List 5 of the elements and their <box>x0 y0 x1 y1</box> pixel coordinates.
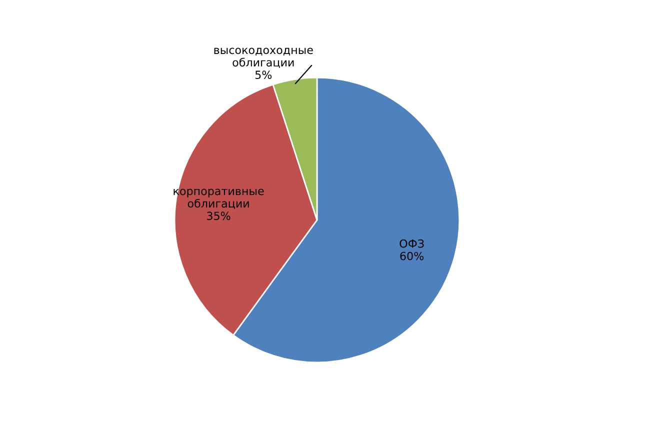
data-label: 5% <box>255 70 272 80</box>
slice-label: высокодоходные облигации <box>214 48 313 68</box>
slice-label: ОФЗ <box>400 239 424 248</box>
data-label: 60% <box>400 252 424 260</box>
data-label: 35% <box>207 212 230 220</box>
